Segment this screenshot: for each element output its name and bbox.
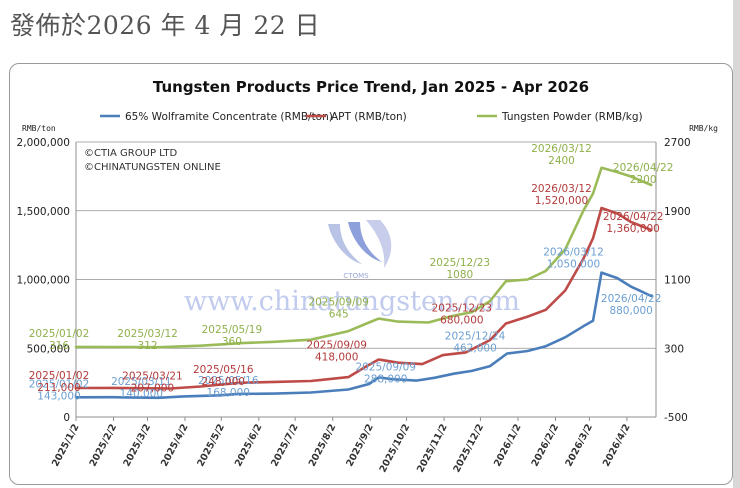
watermark: CTOMS www.chinatungsten.com xyxy=(184,220,520,317)
series-line-1 xyxy=(74,206,653,390)
data-label-date-0-3: 2025/09/09 xyxy=(355,361,416,373)
x-tick-label-4: 2025/5/2 xyxy=(195,422,227,468)
legend-label-1: APT (RMB/ton) xyxy=(331,111,407,123)
data-label-value-2-5: 2400 xyxy=(548,155,575,167)
right-axis-unit: RMB/kg xyxy=(689,124,718,133)
right-tick-label-3: 1900 xyxy=(664,206,691,218)
data-label-date-0-0: 2025/01/02 xyxy=(29,378,90,390)
data-label-value-0-6: 880,000 xyxy=(609,305,652,317)
x-tick-label-1: 2025/2/2 xyxy=(88,422,120,468)
left-tick-label-4: 2,000,000 xyxy=(17,137,70,149)
ctoms-logo: CTOMS xyxy=(328,220,392,280)
logo-swoosh-1 xyxy=(328,224,362,264)
x-tick-label-12: 2026/1/2 xyxy=(492,422,524,468)
data-label-date-1-2: 2025/05/16 xyxy=(193,364,254,376)
logo-swoosh-3 xyxy=(366,220,392,268)
data-label-value-0-5: 1,050,000 xyxy=(547,259,600,271)
logo-swoosh-2 xyxy=(348,222,382,262)
data-label-date-0-6: 2026/04/22 xyxy=(601,293,662,305)
data-label-date-2-0: 2025/01/02 xyxy=(29,328,90,340)
left-tick-label-2: 1,000,000 xyxy=(17,275,70,287)
data-label-date-0-5: 2026/03/12 xyxy=(543,247,604,259)
legend-label-2: Tungsten Powder (RMB/kg) xyxy=(501,111,643,123)
data-label-value-2-0: 316 xyxy=(49,340,69,352)
right-tick-label-0: -500 xyxy=(664,412,688,424)
data-label-value-1-5: 1,520,000 xyxy=(535,195,588,207)
left-tick-label-0: 0 xyxy=(63,412,70,424)
chart-frame: CTOMS www.chinatungsten.com 0 500,000 1,00… xyxy=(9,63,733,485)
data-label-value-0-1: 140,000 xyxy=(120,388,163,400)
copyright-line-2: ©CHINATUNGSTEN ONLINE xyxy=(84,162,221,173)
left-tick-label-3: 1,500,000 xyxy=(17,206,70,218)
scrollbar-track[interactable] xyxy=(733,0,740,488)
data-label-value-2-4: 1080 xyxy=(446,269,473,281)
data-labels: 2025/01/02143,0002025/03/11140,0002025/0… xyxy=(29,143,674,403)
data-label-date-1-6: 2026/04/22 xyxy=(603,211,664,223)
data-label-date-2-4: 2025/12/23 xyxy=(430,257,491,269)
data-label-date-2-5: 2026/03/12 xyxy=(531,143,592,155)
copyright-line-1: ©CTIA GROUP LTD xyxy=(84,148,177,159)
data-label-date-1-4: 2025/12/23 xyxy=(432,303,493,315)
data-label-value-1-3: 418,000 xyxy=(315,352,358,364)
x-tick-label-7: 2025/8/2 xyxy=(307,422,339,468)
x-tick-label-8: 2025/9/2 xyxy=(344,422,376,468)
plot-frame xyxy=(75,142,657,418)
x-tick-label-11: 2025/12/2 xyxy=(451,422,486,474)
data-label-date-0-4: 2025/12/24 xyxy=(445,330,506,342)
data-label-date-1-1: 2025/03/21 xyxy=(122,371,183,383)
x-tick-label-3: 2025/4/2 xyxy=(159,422,191,468)
data-label-value-0-3: 288,000 xyxy=(364,373,407,385)
data-label-date-2-3: 2025/09/09 xyxy=(308,297,369,309)
x-tick-label-9: 2025/10/2 xyxy=(378,422,413,474)
data-label-date-1-5: 2026/03/12 xyxy=(531,183,592,195)
data-label-value-2-2: 360 xyxy=(222,336,242,348)
x-tick-label-13: 2026/2/2 xyxy=(530,422,562,468)
logo-text: CTOMS xyxy=(343,272,369,280)
data-label-date-1-3: 2025/09/09 xyxy=(306,340,367,352)
data-label-date-2-1: 2025/03/12 xyxy=(117,328,178,340)
x-tick-label-15: 2026/4/2 xyxy=(601,422,633,468)
data-label-value-1-0: 211,000 xyxy=(37,382,80,394)
series-line-2 xyxy=(74,166,653,349)
data-label-value-1-4: 680,000 xyxy=(440,315,483,327)
data-label-value-0-4: 462,000 xyxy=(453,342,496,354)
left-tick-label-1: 500,000 xyxy=(27,343,70,355)
right-tick-label-1: 300 xyxy=(664,343,684,355)
legend-label-0: 65% Wolframite Concentrate (RMB/ton) xyxy=(125,111,333,123)
data-label-date-0-1: 2025/03/11 xyxy=(111,376,172,388)
left-axis-unit: RMB/ton xyxy=(22,124,56,133)
data-label-date-0-2: 2025/05/16 xyxy=(198,375,259,387)
data-label-value-0-0: 143,000 xyxy=(37,390,80,402)
chart-title: Tungsten Products Price Trend, Jan 2025 … xyxy=(153,78,589,96)
x-tick-label-0: 2025/1/2 xyxy=(50,422,82,468)
data-label-value-2-3: 645 xyxy=(329,309,349,321)
data-label-value-2-1: 312 xyxy=(138,340,158,352)
right-tick-label-4: 2700 xyxy=(664,137,691,149)
right-tick-label-2: 1100 xyxy=(664,275,691,287)
data-label-value-1-2: 248,000 xyxy=(202,376,245,388)
legend: 65% Wolframite Concentrate (RMB/ton)APT … xyxy=(100,111,643,123)
publish-date: 發佈於2026 年 4 月 22 日 xyxy=(10,11,321,40)
data-label-value-1-1: 207,000 xyxy=(131,383,174,395)
x-tick-label-6: 2025/7/2 xyxy=(269,422,301,468)
series-line-0 xyxy=(74,271,653,400)
data-label-date-1-0: 2025/01/02 xyxy=(29,370,90,382)
x-tick-label-5: 2025/6/2 xyxy=(233,422,265,468)
x-tick-label-2: 2025/3/2 xyxy=(121,422,153,468)
x-tick-label-10: 2025/11/2 xyxy=(415,422,450,474)
watermark-text: www.chinatungsten.com xyxy=(184,286,520,317)
data-label-value-2-6: 2200 xyxy=(630,174,657,186)
data-label-date-2-6: 2026/04/22 xyxy=(613,162,674,174)
series-lines xyxy=(74,166,653,400)
x-tick-label-14: 2026/3/2 xyxy=(563,422,595,468)
data-label-value-0-2: 168,000 xyxy=(207,387,250,399)
data-label-date-2-2: 2025/05/19 xyxy=(202,324,263,336)
price-trend-chart: CTOMS www.chinatungsten.com 0 500,000 1,00… xyxy=(17,78,719,474)
gridlines xyxy=(76,141,656,349)
data-label-value-1-6: 1,360,000 xyxy=(606,223,659,235)
